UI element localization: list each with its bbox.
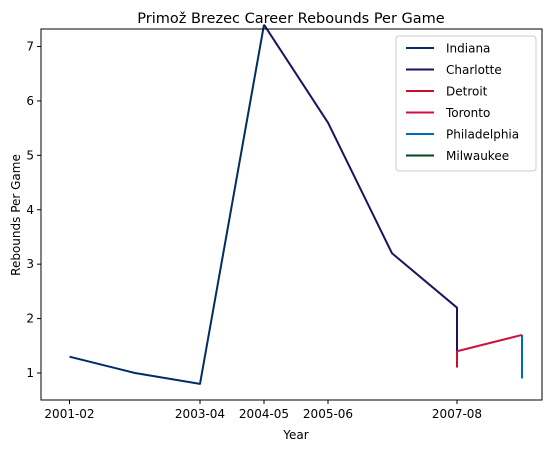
x-tick-label: 2007-08 bbox=[432, 407, 482, 421]
chart-title: Primož Brezec Career Rebounds Per Game bbox=[137, 11, 445, 27]
legend-label-indiana: Indiana bbox=[446, 42, 490, 56]
legend: Indiana Charlotte Detroit Toronto Philadelph… bbox=[395, 35, 537, 172]
x-axis: 2001-02 2003-04 2004-05 2005-06 2007-08 bbox=[44, 400, 482, 421]
y-tick-label: 2 bbox=[26, 312, 34, 326]
series-line-toronto bbox=[456, 333, 523, 353]
legend-label-detroit: Detroit bbox=[446, 85, 488, 99]
plot-frame bbox=[40, 28, 543, 401]
y-tick-label: 7 bbox=[26, 40, 34, 54]
x-tick-label: 2001-02 bbox=[44, 407, 94, 421]
plot-lines bbox=[69, 24, 523, 385]
y-axis-label: Rebounds Per Game bbox=[9, 154, 23, 276]
x-tick-label: 2005-06 bbox=[303, 407, 353, 421]
y-tick-label: 5 bbox=[26, 148, 34, 162]
x-tick-label: 2004-05 bbox=[239, 407, 289, 421]
y-tick-label: 4 bbox=[26, 203, 34, 217]
y-tick-label: 1 bbox=[26, 366, 34, 380]
x-tick-label: 2003-04 bbox=[175, 407, 225, 421]
legend-label-charlotte: Charlotte bbox=[446, 63, 502, 77]
series-line-indiana bbox=[69, 24, 265, 385]
legend-label-philadelphia: Philadelphia bbox=[446, 128, 519, 142]
y-axis: 1 2 3 4 5 6 7 bbox=[26, 40, 41, 380]
y-tick-label: 3 bbox=[26, 257, 34, 271]
series-line-charlotte bbox=[263, 24, 458, 352]
legend-label-toronto: Toronto bbox=[445, 106, 490, 120]
y-tick-label: 6 bbox=[26, 94, 34, 108]
legend-label-milwaukee: Milwaukee bbox=[446, 149, 509, 163]
x-axis-label: Year bbox=[282, 428, 308, 442]
